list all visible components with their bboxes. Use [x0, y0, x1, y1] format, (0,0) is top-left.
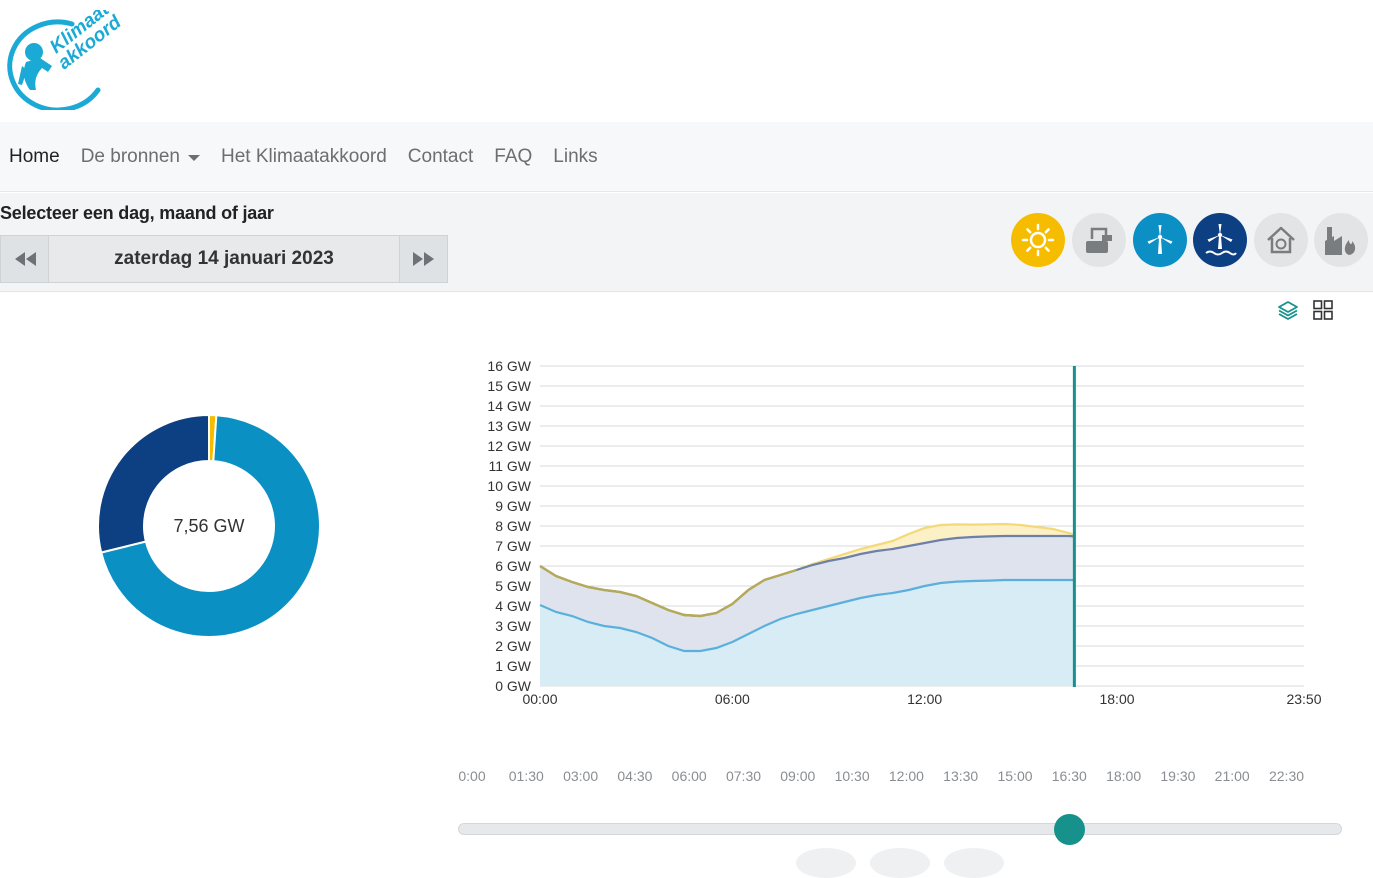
donut-segment-1[interactable] [99, 414, 321, 638]
nav-item-het-klimaatakkoord[interactable]: Het Klimaatakkoord [220, 145, 387, 167]
nav-item-de-bronnen[interactable]: De bronnen [81, 146, 200, 168]
industry-fire-icon [1325, 227, 1356, 255]
area-wind-op-land [540, 580, 1075, 686]
timeline-label[interactable]: 12:00 [888, 768, 924, 784]
date-navigator: zaterdag 14 januari 2023 [0, 235, 448, 283]
bottom-control-2[interactable] [870, 848, 930, 878]
timeline-label[interactable]: 0:00 [458, 768, 486, 784]
grid-icon [1313, 300, 1333, 320]
power-donut-chart: 7,56 GW [97, 413, 321, 638]
caret-down-icon [187, 154, 200, 161]
nav-item-faq[interactable]: FAQ [494, 145, 533, 167]
time-slider-thumb[interactable] [1054, 814, 1085, 845]
y-tick-label: 16 GW [487, 358, 531, 374]
timeline-label[interactable]: 07:30 [725, 768, 762, 784]
nav-item-contact[interactable]: Contact [407, 145, 474, 167]
y-tick-label: 8 GW [495, 518, 532, 534]
y-tick-label: 7 GW [495, 538, 532, 554]
y-tick-label: 14 GW [487, 398, 531, 414]
timeline-label[interactable]: 21:00 [1214, 768, 1250, 784]
timeline-label[interactable]: 15:00 [997, 768, 1033, 784]
timeline-label[interactable]: 06:00 [671, 768, 707, 784]
source-wind-sea-button[interactable] [1193, 213, 1247, 267]
date-selector-band: Selecteer een dag, maand of jaar zaterda… [0, 193, 1373, 292]
y-tick-label: 9 GW [495, 498, 532, 514]
rewind-icon [14, 252, 36, 266]
bottom-control-3[interactable] [944, 848, 1004, 878]
y-tick-label: 1 GW [495, 658, 532, 674]
source-heat-button[interactable] [1254, 213, 1308, 267]
stacked-view-toggle[interactable] [1277, 299, 1299, 321]
source-wind-land-button[interactable] [1133, 213, 1187, 267]
x-tick-label: 00:00 [522, 691, 557, 707]
donut-segment-2[interactable] [97, 413, 210, 554]
x-tick-label: 12:00 [907, 691, 942, 707]
x-tick-label: 06:00 [715, 691, 750, 707]
y-tick-label: 10 GW [487, 478, 531, 494]
series-line-wind-op-land [539, 578, 1075, 653]
layers-icon [1278, 301, 1298, 320]
main-navbar: Home De bronnen Het Klimaatakkoord Conta… [0, 122, 1373, 192]
timeline-label[interactable]: 10:30 [834, 768, 870, 784]
house-heat-icon [1267, 226, 1295, 254]
y-tick-label: 0 GW [495, 678, 532, 694]
y-tick-label: 12 GW [487, 438, 531, 454]
timeline-labels: 0:00 01:30 03:00 04:30 06:00 07:30 09:00 10:30 1… [455, 768, 1315, 788]
nav-item-home[interactable]: Home [9, 145, 60, 167]
factory-storage-icon [1086, 227, 1112, 253]
y-tick-label: 11 GW [488, 458, 531, 474]
y-tick-label: 3 GW [495, 618, 532, 634]
timeline-label[interactable]: 16:30 [1051, 768, 1087, 784]
source-sun-button[interactable] [1011, 213, 1065, 267]
y-tick-label: 4 GW [495, 598, 532, 614]
grid-view-toggle[interactable] [1312, 299, 1334, 321]
fast-forward-icon [412, 252, 434, 266]
wind-turbine-land-icon [1147, 225, 1173, 254]
previous-day-button[interactable] [1, 236, 49, 282]
selector-title: Selecteer een dag, maand of jaar [0, 203, 274, 223]
timeline-label[interactable]: 03:00 [563, 768, 599, 784]
series-line-overlap [539, 564, 797, 618]
timeline-label[interactable]: 22:30 [1268, 768, 1305, 784]
y-tick-label: 5 GW [495, 578, 532, 594]
timeline-label[interactable]: 13:30 [943, 768, 979, 784]
source-industry-button[interactable] [1314, 213, 1368, 267]
sun-icon [1021, 223, 1055, 257]
wind-turbine-sea-icon [1205, 224, 1237, 256]
x-tick-label: 18:00 [1099, 691, 1134, 707]
nav-item-links[interactable]: Links [553, 145, 598, 167]
timeline-label[interactable]: 19:30 [1160, 768, 1196, 784]
timeline-label[interactable]: 01:30 [508, 768, 544, 784]
y-tick-label: 13 GW [487, 418, 531, 434]
x-tick-label: 23:50 [1286, 691, 1321, 707]
timeline-label[interactable]: 09:00 [780, 768, 816, 784]
y-tick-label: 2 GW [495, 638, 532, 654]
y-tick-label: 6 GW [495, 558, 532, 574]
source-storage-button[interactable] [1072, 213, 1126, 267]
y-tick-label: 15 GW [487, 378, 531, 394]
next-day-button[interactable] [399, 236, 447, 282]
bottom-control-1[interactable] [796, 848, 856, 878]
selected-date[interactable]: zaterdag 14 januari 2023 [114, 248, 334, 269]
time-slider-track[interactable] [458, 823, 1342, 835]
timeline-label[interactable]: 04:30 [617, 768, 653, 784]
timeline-label[interactable]: 18:00 [1106, 768, 1142, 784]
klimaatakkoord-logo[interactable]: Klimaat- akkoord [0, 0, 130, 113]
power-area-chart: 0 GW 1 GW 2 GW 3 GW 4 GW 5 GW 6 GW 7 GW 8 GW 9 GW… [458, 355, 1338, 715]
